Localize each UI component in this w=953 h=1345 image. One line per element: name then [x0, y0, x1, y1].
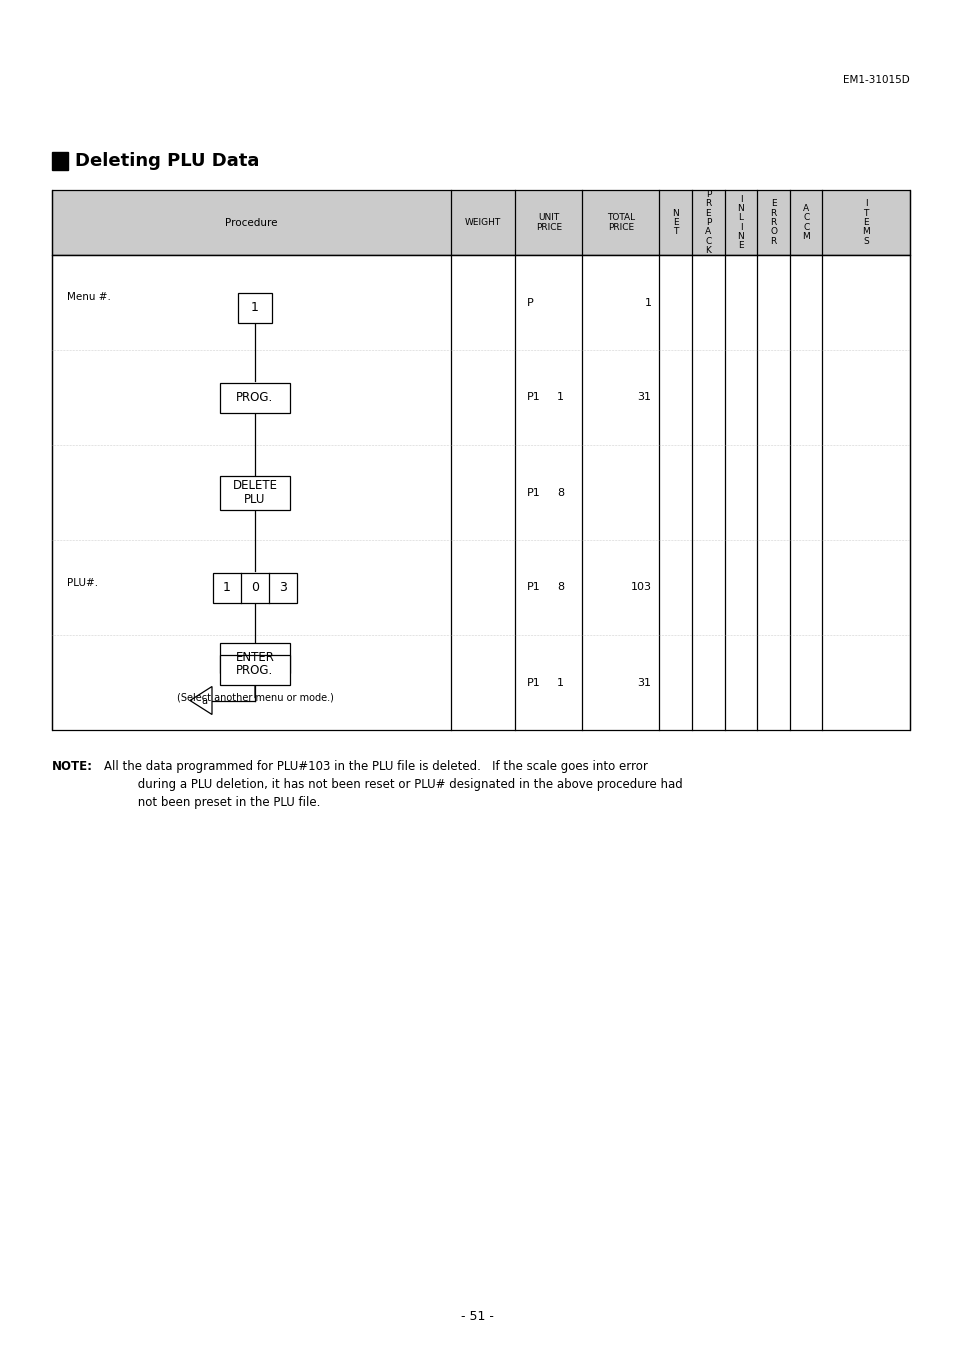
- Text: P
R
E
P
A
C
K: P R E P A C K: [704, 190, 711, 256]
- Text: 1: 1: [223, 581, 231, 594]
- Text: 1: 1: [557, 678, 564, 687]
- Text: 8: 8: [557, 487, 564, 498]
- Text: P1: P1: [527, 678, 540, 687]
- Text: P1: P1: [527, 393, 540, 402]
- Polygon shape: [190, 686, 212, 714]
- Bar: [237, 292, 272, 323]
- Text: (Select another menu or mode.): (Select another menu or mode.): [176, 691, 334, 702]
- Bar: [52, 152, 68, 169]
- Text: E
R
R
O
R: E R R O R: [769, 199, 777, 246]
- Text: 1: 1: [557, 393, 564, 402]
- Text: PROG.: PROG.: [236, 663, 274, 677]
- Text: - 51 -: - 51 -: [460, 1310, 493, 1323]
- Bar: [220, 476, 290, 510]
- Text: A
C
C
M: A C C M: [801, 204, 809, 241]
- Text: a: a: [201, 695, 207, 706]
- Text: 1: 1: [251, 301, 258, 313]
- Text: All the data programmed for PLU#103 in the PLU file is deleted.   If the scale g: All the data programmed for PLU#103 in t…: [104, 760, 682, 808]
- Text: EM1-31015D: EM1-31015D: [842, 75, 909, 85]
- Bar: [52, 190, 909, 256]
- Bar: [220, 655, 290, 685]
- Text: 1: 1: [644, 297, 651, 308]
- Text: TOTAL
PRICE: TOTAL PRICE: [606, 214, 635, 231]
- Text: 31: 31: [637, 393, 651, 402]
- Bar: [220, 382, 290, 413]
- Text: I
T
E
M
S: I T E M S: [862, 199, 869, 246]
- Text: 31: 31: [637, 678, 651, 687]
- Bar: [220, 643, 290, 672]
- Text: UNIT
PRICE: UNIT PRICE: [536, 214, 561, 231]
- Text: 103: 103: [630, 582, 651, 593]
- Text: 3: 3: [279, 581, 287, 594]
- Text: WEIGHT: WEIGHT: [464, 218, 500, 227]
- Text: NOTE:: NOTE:: [52, 760, 92, 773]
- Text: 0: 0: [251, 581, 258, 594]
- Text: PLU#.: PLU#.: [67, 577, 98, 588]
- Bar: [52, 256, 909, 730]
- Text: P: P: [527, 297, 534, 308]
- Text: PROG.: PROG.: [236, 391, 274, 404]
- Text: N
E
T: N E T: [672, 208, 679, 237]
- Text: P1: P1: [527, 582, 540, 593]
- Text: Procedure: Procedure: [225, 218, 277, 227]
- Text: ENTER: ENTER: [235, 651, 274, 664]
- Text: Deleting PLU Data: Deleting PLU Data: [75, 152, 259, 169]
- Text: Menu #.: Menu #.: [67, 292, 111, 303]
- Text: DELETE
PLU: DELETE PLU: [233, 479, 277, 506]
- Text: I
N
L
I
N
E: I N L I N E: [737, 195, 743, 250]
- Text: P1: P1: [527, 487, 540, 498]
- Text: 8: 8: [557, 582, 564, 593]
- Bar: [213, 573, 296, 603]
